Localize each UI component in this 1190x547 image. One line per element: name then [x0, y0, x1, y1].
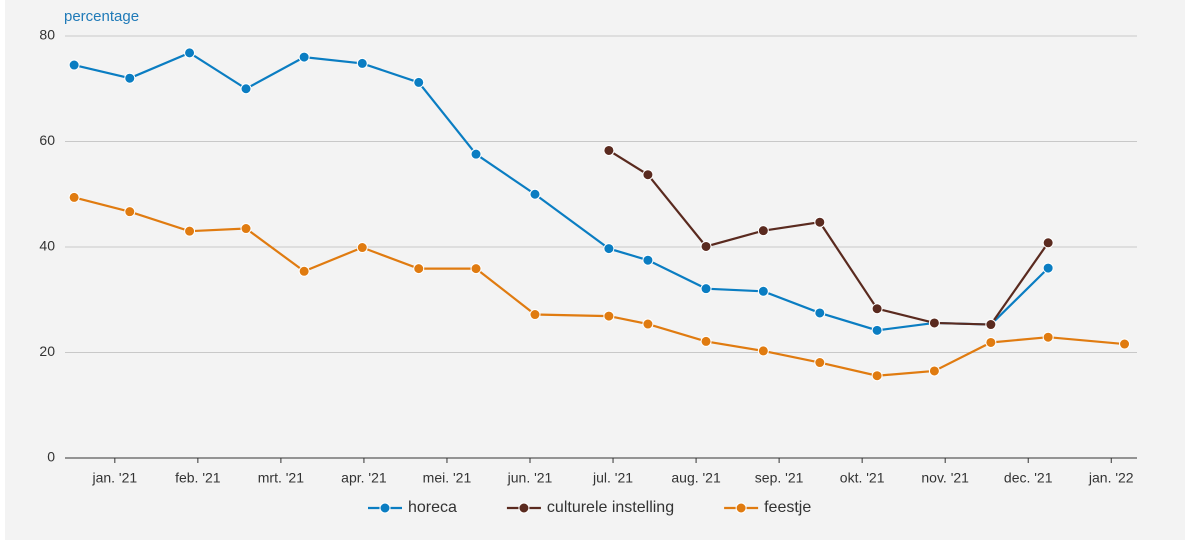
data-point	[529, 188, 541, 200]
data-point	[1042, 237, 1054, 249]
chart-background	[5, 0, 1185, 540]
legend-label: horeca	[408, 499, 457, 516]
data-point	[985, 336, 997, 348]
data-point	[413, 263, 425, 275]
legend-label: feestje	[764, 499, 811, 516]
data-point	[814, 216, 826, 228]
x-tick-label: apr. '21	[341, 470, 387, 486]
data-point	[298, 265, 310, 277]
y-tick-label: 80	[39, 27, 55, 43]
data-point	[356, 242, 368, 254]
data-point	[871, 303, 883, 315]
data-point	[184, 225, 196, 237]
data-point	[470, 263, 482, 275]
data-point	[1119, 338, 1131, 350]
x-tick-label: jan. '22	[1088, 470, 1134, 486]
legend-marker	[518, 502, 530, 514]
data-point	[470, 148, 482, 160]
y-tick-label: 0	[47, 449, 55, 465]
x-tick-label: jan. '21	[91, 470, 137, 486]
y-tick-label: 40	[39, 238, 55, 254]
x-tick-label: mei. '21	[423, 470, 472, 486]
data-point	[871, 324, 883, 336]
data-point	[68, 59, 80, 71]
data-point	[757, 285, 769, 297]
data-point	[124, 206, 136, 218]
data-point	[814, 307, 826, 319]
data-point	[757, 225, 769, 237]
data-point	[240, 223, 252, 235]
x-tick-label: jul. '21	[592, 470, 633, 486]
x-tick-label: dec. '21	[1004, 470, 1053, 486]
data-point	[814, 357, 826, 369]
x-tick-label: feb. '21	[175, 470, 221, 486]
y-axis-label: percentage	[64, 8, 139, 25]
data-point	[603, 243, 615, 255]
x-tick-label: aug. '21	[671, 470, 721, 486]
data-point	[928, 317, 940, 329]
legend-label: culturele instelling	[547, 499, 674, 516]
data-point	[356, 57, 368, 69]
data-point	[603, 144, 615, 156]
data-point	[700, 335, 712, 347]
data-point	[184, 47, 196, 59]
x-tick-label: okt. '21	[840, 470, 885, 486]
x-tick-label: jun. '21	[507, 470, 553, 486]
data-point	[642, 254, 654, 266]
data-point	[642, 318, 654, 330]
data-point	[298, 51, 310, 63]
data-point	[413, 76, 425, 88]
data-point	[1042, 262, 1054, 274]
x-tick-label: mrt. '21	[258, 470, 304, 486]
y-tick-label: 60	[39, 132, 55, 148]
legend-marker	[735, 502, 747, 514]
data-point	[529, 309, 541, 321]
data-point	[700, 240, 712, 252]
x-tick-label: sep. '21	[755, 470, 804, 486]
x-tick-label: nov. '21	[921, 470, 969, 486]
data-point	[700, 283, 712, 295]
data-point	[240, 83, 252, 95]
data-point	[1042, 331, 1054, 343]
data-point	[871, 370, 883, 382]
data-point	[985, 319, 997, 331]
series-line	[73, 51, 1049, 332]
data-point	[68, 191, 80, 203]
data-point	[124, 72, 136, 84]
y-tick-label: 20	[39, 343, 55, 359]
data-point	[928, 365, 940, 377]
legend-marker	[379, 502, 391, 514]
data-point	[757, 345, 769, 357]
data-point	[642, 169, 654, 181]
data-point	[603, 310, 615, 322]
